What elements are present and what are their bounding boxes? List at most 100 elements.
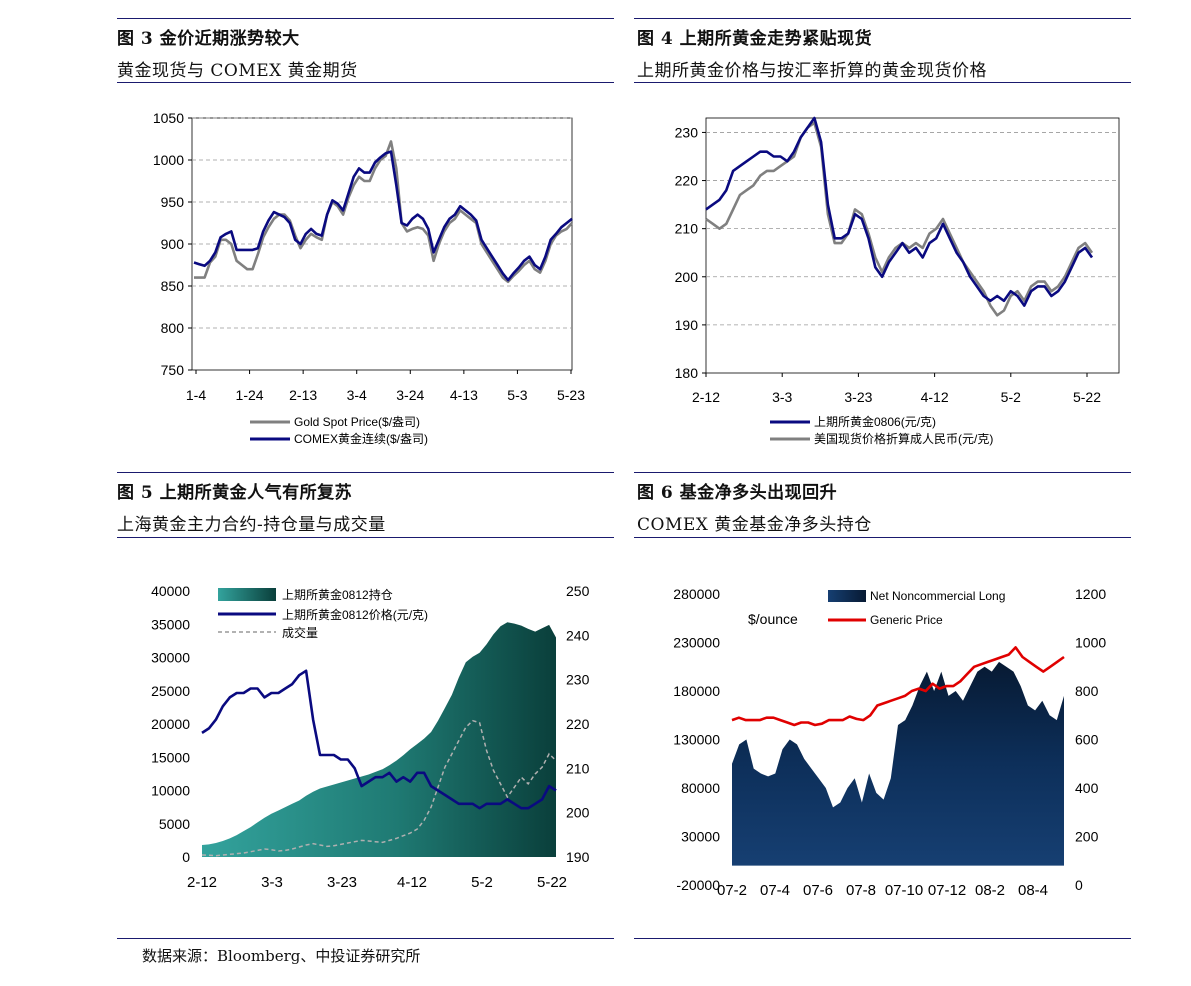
p6-top-rule — [634, 472, 1131, 473]
c4-xtick-label: 07-10 — [885, 882, 923, 899]
p3-top-rule — [117, 18, 614, 19]
c4-series — [731, 646, 1065, 866]
c2-xtick-label: 5-22 — [1073, 389, 1101, 405]
c4-xtick-label: 07-2 — [717, 882, 747, 899]
c4-ytick-label-right: 800 — [1075, 683, 1099, 699]
p3-subtitle: 黄金现货与 COMEX 黄金期货 — [117, 61, 358, 81]
c3-series-volume — [201, 719, 557, 857]
p6-mid-rule — [634, 537, 1131, 538]
c2-ytick-label: 190 — [675, 317, 699, 333]
c3-legend-swatch-oi — [218, 588, 276, 601]
c3-series-open-interest — [202, 622, 556, 857]
c1-ytick-label: 1000 — [153, 152, 184, 168]
c4-xtick-label: 07-12 — [928, 882, 966, 899]
c4-ytick-label-left: -20000 — [676, 877, 720, 893]
bottom-rule-right — [634, 938, 1131, 939]
p4-title: 图 4 上期所黄金走势紧贴现货 — [637, 29, 873, 49]
p3-mid-rule — [117, 82, 614, 83]
c4-ytick-label-left: 30000 — [681, 829, 720, 845]
c3-ytick-label-right: 190 — [566, 849, 590, 865]
c2-series — [705, 116, 1094, 317]
c1-legend: Gold Spot Price($/盎司) COMEX黄金连续($/盎司) — [250, 415, 428, 446]
c3-ytick-label-right: 230 — [566, 672, 590, 688]
c3-ytick-label-left: 20000 — [151, 716, 190, 732]
c3-xtick-label: 5-22 — [537, 874, 567, 891]
c2-xtick-label: 5-2 — [1001, 389, 1021, 405]
c4-ytick-label-right: 400 — [1075, 780, 1099, 796]
c3-ytick-label-right: 200 — [566, 805, 590, 821]
c1-legend-spot: Gold Spot Price($/盎司) — [294, 415, 420, 429]
p6-subtitle: COMEX 黄金基金净多头持仓 — [637, 515, 872, 535]
c2-legend-shfe: 上期所黄金0806(元/克) — [814, 414, 936, 429]
c3-xtick-label: 2-12 — [187, 874, 217, 891]
c3-ytick-label-left: 0 — [182, 849, 190, 865]
bottom-rule-left — [117, 938, 614, 939]
c4-ytick-label-left: 230000 — [673, 635, 720, 651]
c2-xtick-label: 3-3 — [772, 389, 792, 405]
c4-ytick-label-left: 130000 — [673, 732, 720, 748]
c3-ytick-label-right: 240 — [566, 627, 590, 643]
c1-xtick-label: 4-13 — [450, 387, 478, 403]
c2-ytick-label: 210 — [675, 221, 699, 237]
c3-legend: 上期所黄金0812持仓 上期所黄金0812价格(元/克) 成交量 — [218, 587, 428, 640]
c4-ytick-label-right: 200 — [1075, 829, 1099, 845]
c4-ytick-label-right: 1000 — [1075, 635, 1106, 651]
c4-series-price — [731, 646, 1065, 727]
c4-legend-price: Generic Price — [870, 613, 943, 627]
c4-x-axis: 07-2 07-4 07-6 07-8 07-10 07-12 08-2 08-4 — [717, 882, 1048, 899]
p3-title: 图 3 金价近期涨势较大 — [117, 29, 300, 49]
c3-ytick-label-right: 250 — [566, 583, 590, 599]
c2-gridlines — [706, 132, 1119, 326]
c2-xtick-label: 3-23 — [844, 389, 872, 405]
c4-ytick-label-left: 180000 — [673, 683, 720, 699]
c1-series-comex — [193, 150, 573, 282]
c3-xtick-label: 5-2 — [471, 874, 493, 891]
c3-xtick-label: 3-3 — [261, 874, 283, 891]
chart-cftc-net-long: -20000 30000 80000 130000 180000 230000 280000… — [673, 586, 1106, 899]
c1-ytick-label: 850 — [161, 278, 185, 294]
chart-gold-spot-comex: 750 800 850 900 950 1000 1050 1-4 1-24 2-13 3-4 3-… — [153, 110, 585, 446]
c3-ytick-label-right: 220 — [566, 716, 590, 732]
c2-y-axis: 180 190 200 210 220 230 — [675, 124, 706, 381]
c1-ytick-label: 1050 — [153, 110, 184, 126]
c4-ytick-label-left: 80000 — [681, 780, 720, 796]
c3-ytick-label-left: 10000 — [151, 783, 190, 799]
c1-xtick-label: 1-24 — [236, 387, 264, 403]
c4-xtick-label: 08-4 — [1018, 882, 1048, 899]
c2-ytick-label: 220 — [675, 173, 699, 189]
c1-ytick-label: 900 — [161, 236, 185, 252]
p4-mid-rule — [634, 82, 1131, 83]
data-source-note: 数据来源：Bloomberg、中投证券研究所 — [142, 947, 421, 965]
c4-xtick-label: 08-2 — [975, 882, 1005, 899]
c3-y-axis-right: 190 200 210 220 230 240 250 — [566, 583, 590, 865]
c4-xtick-label: 07-6 — [803, 882, 833, 899]
c2-legend-spot: 美国现货价格折算成人民币(元/克) — [814, 431, 993, 446]
c1-ytick-label: 950 — [161, 194, 185, 210]
c3-ytick-label-left: 35000 — [151, 616, 190, 632]
c3-x-axis: 2-12 3-3 3-23 4-12 5-2 5-22 — [187, 874, 567, 891]
c2-x-axis: 2-12 3-3 3-23 4-12 5-2 5-22 — [692, 373, 1101, 405]
c1-y-axis: 750 800 850 900 950 1000 1050 — [153, 110, 192, 378]
chart-shfe-vs-spot: 180 190 200 210 220 230 2-12 3-3 3-23 4-12 5-2 5-2… — [675, 116, 1120, 446]
c3-y-axis-left: 0 5000 10000 15000 20000 25000 30000 35000 40000 — [151, 583, 190, 865]
c1-xtick-label: 1-4 — [186, 387, 206, 403]
c2-xtick-label: 2-12 — [692, 389, 720, 405]
c4-ytick-label-right: 600 — [1075, 732, 1099, 748]
c3-xtick-label: 3-23 — [327, 874, 357, 891]
c4-legend-net: Net Noncommercial Long — [870, 589, 1005, 603]
c3-xtick-label: 4-12 — [397, 874, 427, 891]
c1-ytick-label: 800 — [161, 320, 185, 336]
p5-top-rule — [117, 472, 614, 473]
chart-shfe-oi-volume: 0 5000 10000 15000 20000 25000 30000 35000 40000… — [151, 583, 590, 891]
c2-ytick-label: 230 — [675, 124, 699, 140]
c2-series-shfe — [705, 116, 1094, 307]
c4-unit-label: $/ounce — [748, 611, 798, 627]
c1-legend-comex: COMEX黄金连续($/盎司) — [294, 431, 428, 446]
p4-subtitle: 上期所黄金价格与按汇率折算的黄金现货价格 — [637, 61, 987, 81]
c4-y-axis-right: 0 200 400 600 800 1000 1200 — [1075, 586, 1106, 893]
c1-xtick-label: 5-3 — [507, 387, 527, 403]
c4-legend: Net Noncommercial Long Generic Price — [828, 589, 1005, 627]
c1-x-axis: 1-4 1-24 2-13 3-4 3-24 4-13 5-3 5-23 — [186, 370, 585, 403]
c4-ytick-label-right: 0 — [1075, 877, 1083, 893]
